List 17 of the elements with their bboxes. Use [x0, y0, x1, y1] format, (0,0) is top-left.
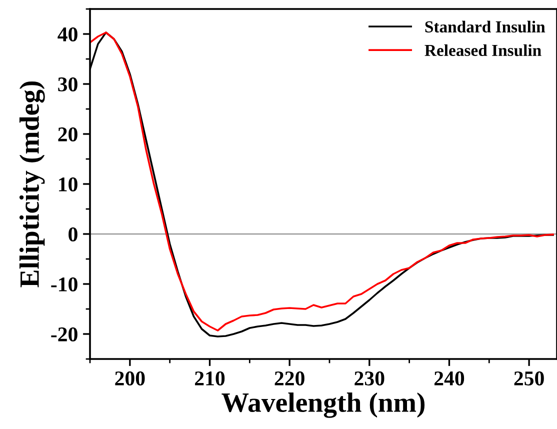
legend-label: Released Insulin [424, 44, 542, 56]
y-tick-label: 20 [58, 127, 78, 142]
legend-label: Standard Insulin [425, 20, 546, 33]
y-tick-label: 40 [58, 27, 78, 42]
y-tick-label: 30 [58, 77, 78, 92]
x-tick-label: 240 [434, 371, 464, 386]
x-tick-label: 210 [194, 371, 225, 386]
x-axis-title: Wavelength (nm) [222, 392, 425, 418]
y-tick-label: 0 [68, 227, 78, 242]
y-tick-label: -20 [51, 327, 78, 342]
y-axis-title: Ellipticity (mdeg) [19, 81, 45, 288]
y-tick-label: 10 [59, 177, 78, 192]
x-tick-label: 200 [115, 371, 145, 386]
x-tick-label: 230 [354, 371, 384, 386]
x-tick-label: 250 [514, 371, 544, 386]
x-tick-label: 220 [274, 371, 304, 386]
y-tick-label: -10 [51, 277, 78, 292]
